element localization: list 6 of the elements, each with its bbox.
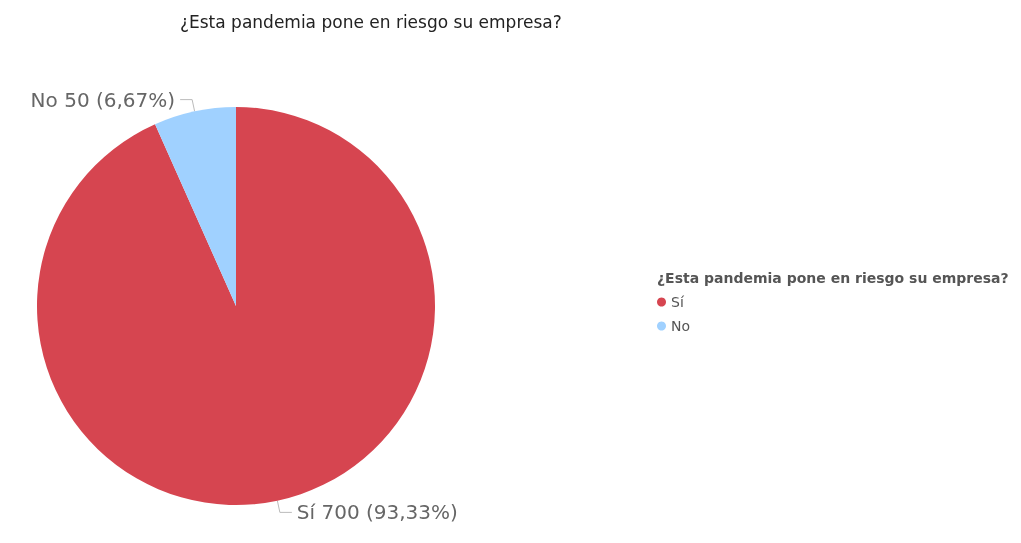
data-label: Sí 700 (93,33%) [296, 500, 458, 525]
legend-label: Sí [671, 294, 685, 310]
data-label: No 50 (6,67%) [30, 87, 176, 112]
chart-title: ¿Esta pandemia pone en riesgo su empresa? [180, 11, 562, 32]
legend-title: ¿Esta pandemia pone en riesgo su empresa? [657, 270, 1009, 286]
legend-label: No [671, 318, 691, 334]
